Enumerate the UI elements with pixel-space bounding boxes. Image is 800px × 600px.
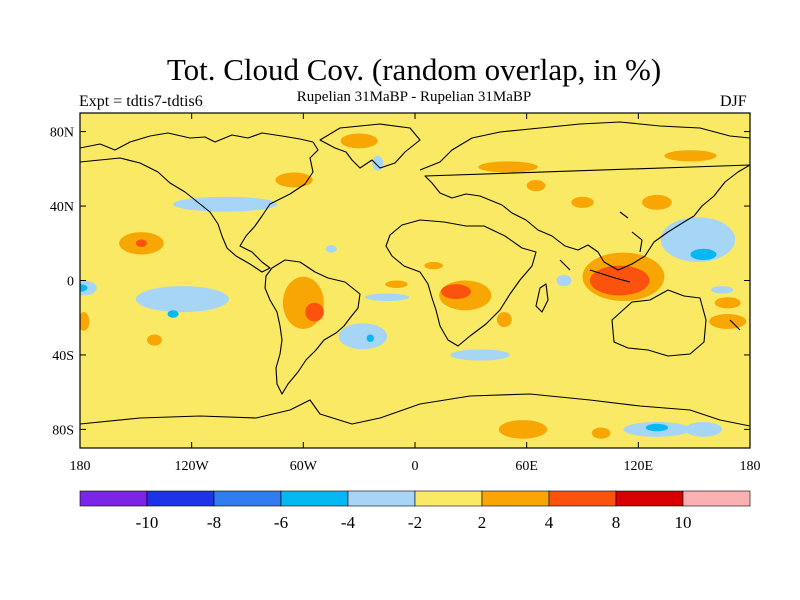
anomaly-patch-10 xyxy=(340,133,378,149)
anomaly-patch-42 xyxy=(366,334,375,342)
y-tick-label-1: 40N xyxy=(50,200,74,215)
y-tick-label-2: 0 xyxy=(67,275,74,290)
colorbar-label-8: 10 xyxy=(675,513,692,532)
anomaly-patch-11 xyxy=(478,161,538,173)
anomaly-patch-21 xyxy=(385,280,408,288)
coastline-eurasia xyxy=(419,121,750,271)
colorbar-swatch-8 xyxy=(615,490,684,507)
anomaly-layer xyxy=(80,133,747,439)
anomaly-patch-32 xyxy=(450,349,510,361)
anomaly-patch-36 xyxy=(325,245,337,253)
y-tick-label-4: 80S xyxy=(52,423,74,438)
anomaly-patch-27 xyxy=(80,280,97,296)
colorbar-swatch-2 xyxy=(213,490,282,507)
colorbar-swatch-7 xyxy=(548,490,617,507)
coastline-south-america xyxy=(264,259,361,395)
anomaly-patch-25 xyxy=(173,196,278,212)
anomaly-patch-7 xyxy=(135,239,148,247)
coastline-australia xyxy=(611,289,707,357)
colorbar-swatch-4 xyxy=(347,490,416,507)
anomaly-patch-34 xyxy=(556,274,572,287)
anomaly-patch-26 xyxy=(660,217,736,262)
coastline-antarctica xyxy=(80,393,750,427)
anomaly-patch-28 xyxy=(338,323,388,350)
anomaly-patch-40 xyxy=(80,284,88,292)
anomaly-patch-35 xyxy=(372,155,384,171)
anomaly-patch-5 xyxy=(305,302,324,322)
anomaly-patch-15 xyxy=(714,297,741,309)
anomaly-patch-23 xyxy=(571,196,594,208)
colorbar-swatch-1 xyxy=(146,490,215,507)
anomaly-patch-22 xyxy=(424,261,443,270)
coastline-north-america xyxy=(80,132,319,273)
x-tick-label-2: 60W xyxy=(290,459,318,474)
y-tick-label-0: 80N xyxy=(50,126,74,141)
map-plot-area: 180 120W 60W 0 60E 120E 180 80N 40N 0 40S 80S xyxy=(50,112,761,474)
anomaly-patch-24 xyxy=(135,286,229,313)
anomaly-patch-31 xyxy=(684,421,723,437)
x-tick-label-6: 180 xyxy=(740,459,761,474)
anomaly-patch-13 xyxy=(642,194,672,210)
anomaly-patch-1 xyxy=(441,284,471,300)
colorbar-label-0: -10 xyxy=(136,513,159,532)
experiment-label: Expt = tdtis7-tdtis6 xyxy=(79,93,203,110)
x-tick-label-3: 0 xyxy=(412,459,419,474)
colorbar-label-5: 2 xyxy=(478,513,487,532)
y-tick-label-3: 40S xyxy=(52,349,74,364)
anomaly-patch-39 xyxy=(167,310,179,318)
colorbar: -10 -8 -6 -4 -2 2 4 8 10 xyxy=(79,490,751,532)
colorbar-label-7: 8 xyxy=(612,513,621,532)
colorbar-label-1: -8 xyxy=(207,513,221,532)
anomaly-patch-16 xyxy=(709,314,747,329)
colorbar-label-3: -4 xyxy=(341,513,356,532)
coastlines xyxy=(80,121,750,427)
colorbar-swatch-5 xyxy=(414,490,483,507)
anomaly-patch-17 xyxy=(496,312,512,328)
x-tick-label-4: 60E xyxy=(515,459,538,474)
anomaly-patch-14 xyxy=(526,180,546,192)
coastline-africa xyxy=(385,219,537,347)
colorbar-label-4: -2 xyxy=(408,513,422,532)
map-title: Tot. Cloud Cov. (random overlap, in %) xyxy=(166,52,662,87)
anomaly-patch-19 xyxy=(498,420,548,439)
season-label: DJF xyxy=(720,93,747,110)
colorbar-swatch-3 xyxy=(280,490,349,507)
anomaly-patch-29 xyxy=(364,293,410,301)
x-tick-label-1: 120W xyxy=(175,459,210,474)
coastline-madagascar xyxy=(535,283,549,313)
colorbar-swatch-9 xyxy=(682,490,751,507)
coastline-greenland xyxy=(319,123,421,169)
anomaly-patch-12 xyxy=(664,150,717,162)
anomaly-patch-38 xyxy=(690,248,717,261)
colorbar-label-6: 4 xyxy=(545,513,554,532)
subtitle-label: Rupelian 31MaBP - Rupelian 31MaBP xyxy=(296,89,532,105)
anomaly-patch-8 xyxy=(147,334,162,346)
colorbar-swatch-6 xyxy=(481,490,550,507)
coastline-islands xyxy=(559,211,741,331)
colorbar-label-2: -6 xyxy=(274,513,288,532)
anomaly-patch-37 xyxy=(710,286,734,294)
axis-ticks: 180 120W 60W 0 60E 120E 180 80N 40N 0 40S 80S xyxy=(50,113,761,474)
x-tick-label-5: 120E xyxy=(624,459,654,474)
anomaly-patch-41 xyxy=(645,423,669,432)
anomaly-patch-9 xyxy=(275,172,313,188)
anomaly-patch-20 xyxy=(591,427,611,439)
anomaly-patch-4 xyxy=(282,276,324,329)
colorbar-swatch-0 xyxy=(79,490,148,507)
anomaly-patch-3 xyxy=(589,265,650,296)
anomaly-patch-18 xyxy=(80,312,90,331)
x-tick-label-0: 180 xyxy=(70,459,91,474)
